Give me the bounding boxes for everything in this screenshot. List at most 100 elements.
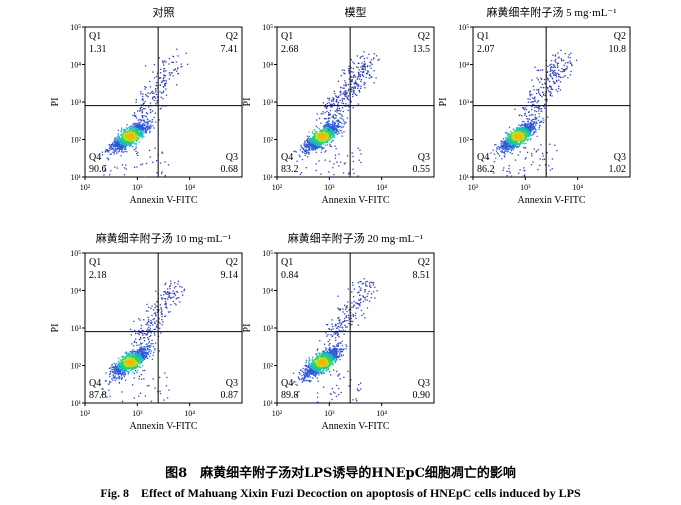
- event-dot: [552, 54, 554, 56]
- event-dot: [507, 134, 509, 136]
- event-dot: [354, 86, 357, 88]
- event-dot: [341, 107, 344, 109]
- event-dot: [147, 123, 149, 125]
- event-dot: [322, 102, 325, 104]
- event-dot: [101, 151, 103, 153]
- event-dot: [310, 145, 312, 147]
- event-dot: [360, 56, 362, 58]
- event-dot: [309, 144, 312, 146]
- event-dot: [159, 390, 161, 392]
- event-dot: [119, 377, 121, 379]
- event-dot: [350, 59, 353, 61]
- event-dot: [544, 83, 547, 85]
- event-dot: [120, 131, 122, 133]
- event-dot: [512, 138, 514, 140]
- event-dot: [537, 107, 539, 109]
- event-dot: [318, 137, 320, 140]
- event-dot: [129, 139, 132, 141]
- event-dot: [549, 86, 552, 88]
- event-dot: [109, 380, 111, 383]
- event-dot: [551, 158, 554, 160]
- event-dot: [506, 147, 508, 149]
- event-dot: [516, 139, 518, 141]
- event-dot: [108, 151, 110, 153]
- event-dot: [127, 137, 129, 140]
- event-dot: [147, 125, 149, 127]
- event-dot: [181, 286, 183, 288]
- event-dot: [134, 369, 137, 372]
- event-dot: [319, 130, 321, 133]
- event-dot: [544, 78, 546, 81]
- event-dot: [360, 66, 362, 68]
- quadrant-q1-label: Q1: [281, 31, 293, 42]
- event-dot: [360, 85, 362, 87]
- event-dot: [320, 151, 322, 153]
- event-dot: [139, 122, 141, 124]
- event-dot: [532, 123, 534, 125]
- quadrant-q1-value: 1.31: [89, 44, 107, 55]
- event-dot: [518, 138, 520, 141]
- event-dot: [112, 145, 114, 148]
- y-tick-label: 10⁴: [458, 61, 469, 70]
- event-dot: [540, 144, 542, 146]
- event-dot: [336, 133, 339, 136]
- event-dot: [327, 127, 329, 129]
- event-dot: [116, 144, 119, 146]
- event-dot: [517, 140, 520, 142]
- event-dot: [126, 141, 129, 143]
- event-dot: [361, 65, 364, 67]
- event-dot: [158, 318, 160, 320]
- quadrant-q1-value: 2.68: [281, 44, 299, 55]
- event-dot: [161, 80, 163, 83]
- event-dot: [351, 81, 353, 83]
- event-dot: [313, 136, 315, 138]
- event-dot: [355, 66, 358, 68]
- event-dot: [122, 129, 125, 131]
- event-dot: [327, 112, 330, 114]
- event-dot: [547, 116, 549, 118]
- event-dot: [514, 130, 516, 132]
- event-dot: [329, 126, 331, 128]
- event-dot: [514, 144, 516, 147]
- event-dot: [526, 151, 529, 154]
- event-dot: [127, 354, 129, 356]
- event-dot: [293, 150, 295, 153]
- event-dot: [155, 121, 157, 123]
- event-dot: [164, 84, 166, 86]
- event-dot: [347, 95, 350, 97]
- event-dot: [318, 146, 321, 148]
- event-dot: [134, 130, 136, 132]
- event-dot: [352, 61, 354, 63]
- event-dot: [141, 127, 143, 129]
- event-dot: [128, 352, 130, 354]
- y-tick-label: 10³: [459, 98, 470, 107]
- event-dot: [144, 108, 146, 110]
- quadrant-q3-value: 1.02: [609, 164, 627, 175]
- event-dot: [119, 138, 122, 140]
- event-dot: [503, 146, 505, 149]
- event-dot: [554, 54, 557, 56]
- plot-frame: [276, 26, 435, 178]
- panel-title: 对照: [153, 5, 175, 19]
- event-dot: [371, 63, 373, 66]
- event-dot: [548, 80, 551, 83]
- event-dot: [103, 174, 105, 176]
- event-dot: [351, 93, 354, 95]
- event-dot: [149, 111, 152, 113]
- event-dot: [151, 339, 153, 342]
- event-dot: [537, 110, 540, 112]
- event-dot: [142, 123, 144, 126]
- event-dot: [524, 158, 526, 160]
- event-dot: [319, 140, 322, 142]
- event-dot: [124, 150, 126, 153]
- event-dot: [315, 136, 317, 139]
- event-dot: [525, 129, 528, 132]
- event-dot: [328, 127, 330, 129]
- event-dot: [115, 362, 117, 365]
- event-dot: [502, 146, 505, 148]
- x-tick-label: 10²: [80, 183, 91, 192]
- event-dot: [514, 131, 516, 133]
- event-dot: [164, 83, 166, 85]
- event-dot: [517, 127, 519, 129]
- event-dot: [552, 78, 554, 80]
